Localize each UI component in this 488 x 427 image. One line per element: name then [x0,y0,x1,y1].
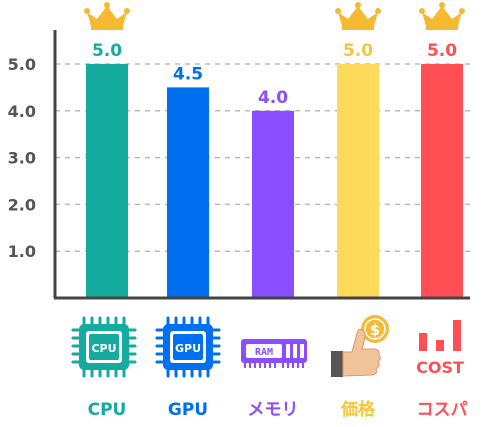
y-tick-label: 1.0 [8,242,36,261]
bar-value-label: 4.5 [173,64,203,84]
value-labels: 5.0 4.5 4.0 5.0 5.0 [92,41,457,108]
bar [337,64,379,298]
bar-value-label: 4.0 [258,88,288,108]
category-label: CPU [88,400,127,420]
y-tick-label: 4.0 [8,102,36,121]
gpu-chip-icon: GPU [155,316,221,378]
bars [86,64,463,299]
cpu-chip-icon: CPU [71,316,137,378]
category-label: GPU [168,400,208,420]
crowns [84,2,465,30]
category-label: メモリ [248,400,299,420]
y-axis-ticks: 1.0 2.0 3.0 4.0 5.0 [8,55,36,261]
crown-icon [419,2,465,30]
cpu-icon-text: CPU [91,342,116,355]
cost-icon-text: COST [416,358,464,377]
category-label: コスパ [417,400,468,420]
bar [421,64,463,298]
bar-value-label: 5.0 [427,41,457,61]
crown-icon [335,2,381,30]
bar-value-label: 5.0 [343,41,373,61]
bar [167,87,209,299]
y-tick-label: 5.0 [8,55,36,74]
bar [86,64,128,298]
ram-module-icon: RAM [241,339,307,368]
price-thumbs-up-coin-icon: $ [331,315,389,377]
bar-value-label: 5.0 [92,41,122,61]
category-label: 価格 [340,399,376,420]
y-tick-label: 2.0 [8,195,36,214]
bar [252,110,294,298]
crown-icon [84,2,130,30]
cost-bar-icon: COST [416,320,464,377]
category-labels: CPU GPU メモリ 価格 コスパ [88,399,468,420]
y-tick-label: 3.0 [8,149,36,168]
ram-icon-text: RAM [255,347,273,358]
coin-icon-text: $ [370,321,380,339]
gpu-icon-text: GPU [175,342,201,355]
